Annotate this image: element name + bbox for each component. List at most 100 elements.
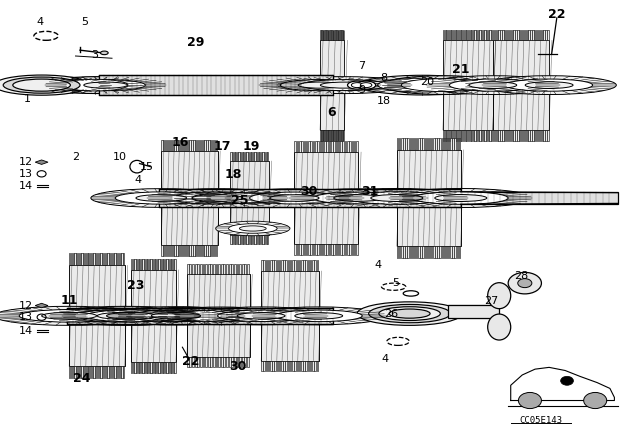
- Bar: [78, 254, 79, 265]
- Bar: [335, 244, 337, 255]
- Bar: [508, 130, 509, 141]
- Ellipse shape: [49, 306, 200, 325]
- Text: 17: 17: [214, 140, 232, 154]
- Bar: [161, 245, 163, 256]
- Bar: [146, 259, 147, 270]
- Bar: [484, 130, 486, 141]
- Bar: [113, 366, 114, 378]
- Text: 24: 24: [73, 372, 91, 385]
- Ellipse shape: [277, 77, 412, 94]
- Bar: [301, 260, 303, 271]
- Polygon shape: [35, 160, 48, 164]
- Bar: [165, 259, 166, 270]
- Ellipse shape: [115, 192, 207, 204]
- Ellipse shape: [301, 80, 388, 90]
- Text: CC05E143: CC05E143: [519, 416, 563, 425]
- Bar: [251, 152, 252, 161]
- Ellipse shape: [42, 312, 97, 319]
- Bar: [109, 254, 110, 265]
- Bar: [294, 141, 296, 152]
- Bar: [138, 362, 139, 373]
- Bar: [197, 245, 198, 256]
- Ellipse shape: [0, 306, 145, 325]
- Bar: [161, 259, 163, 270]
- Bar: [123, 366, 124, 378]
- Bar: [452, 138, 454, 150]
- Bar: [541, 30, 543, 40]
- Bar: [456, 138, 458, 150]
- Bar: [118, 366, 119, 378]
- Ellipse shape: [216, 221, 290, 236]
- Bar: [450, 246, 452, 258]
- Bar: [167, 245, 168, 256]
- Bar: [184, 140, 185, 151]
- Bar: [331, 244, 333, 255]
- Bar: [331, 141, 333, 152]
- Text: 26: 26: [385, 310, 399, 319]
- Bar: [317, 141, 319, 152]
- Bar: [454, 130, 456, 141]
- Bar: [251, 235, 252, 244]
- Bar: [416, 246, 417, 258]
- Bar: [442, 138, 443, 150]
- Text: 30: 30: [229, 360, 247, 373]
- Bar: [294, 244, 296, 255]
- Bar: [338, 141, 339, 152]
- Bar: [431, 138, 433, 150]
- Bar: [71, 366, 72, 378]
- Bar: [154, 362, 155, 373]
- Text: 4: 4: [36, 17, 44, 27]
- Bar: [448, 30, 449, 40]
- Bar: [460, 130, 461, 141]
- Text: 5: 5: [81, 17, 88, 27]
- Bar: [208, 245, 209, 256]
- Bar: [333, 141, 335, 152]
- Bar: [443, 40, 493, 130]
- Ellipse shape: [107, 306, 245, 325]
- Bar: [478, 30, 479, 40]
- Text: 12: 12: [19, 301, 33, 310]
- Bar: [228, 358, 230, 367]
- Bar: [448, 246, 449, 258]
- Bar: [69, 254, 70, 265]
- Bar: [221, 358, 223, 367]
- Bar: [168, 362, 169, 373]
- Bar: [208, 140, 209, 151]
- Bar: [223, 358, 225, 367]
- Text: 20: 20: [420, 77, 435, 86]
- Bar: [147, 362, 148, 373]
- Text: 4: 4: [374, 260, 381, 270]
- Bar: [338, 244, 339, 255]
- Bar: [93, 366, 95, 378]
- Bar: [113, 254, 114, 265]
- Bar: [216, 140, 217, 151]
- Bar: [242, 235, 243, 244]
- Ellipse shape: [449, 79, 536, 91]
- Bar: [349, 244, 351, 255]
- Bar: [479, 130, 481, 141]
- Bar: [540, 130, 541, 141]
- Bar: [237, 235, 238, 244]
- Bar: [268, 260, 269, 271]
- Bar: [173, 140, 174, 151]
- Bar: [78, 366, 79, 378]
- Text: 2: 2: [72, 152, 79, 162]
- Bar: [305, 260, 307, 271]
- Bar: [226, 358, 228, 367]
- Bar: [465, 130, 466, 141]
- Text: 13: 13: [19, 169, 33, 179]
- Bar: [410, 138, 411, 150]
- Bar: [315, 244, 317, 255]
- Bar: [108, 366, 109, 378]
- Bar: [200, 358, 202, 367]
- Bar: [239, 358, 241, 367]
- Bar: [340, 244, 342, 255]
- Bar: [488, 130, 489, 141]
- Bar: [92, 366, 93, 378]
- Bar: [197, 358, 199, 367]
- Bar: [427, 246, 428, 258]
- Bar: [446, 30, 447, 40]
- Bar: [401, 138, 403, 150]
- Bar: [232, 235, 233, 244]
- Bar: [412, 246, 413, 258]
